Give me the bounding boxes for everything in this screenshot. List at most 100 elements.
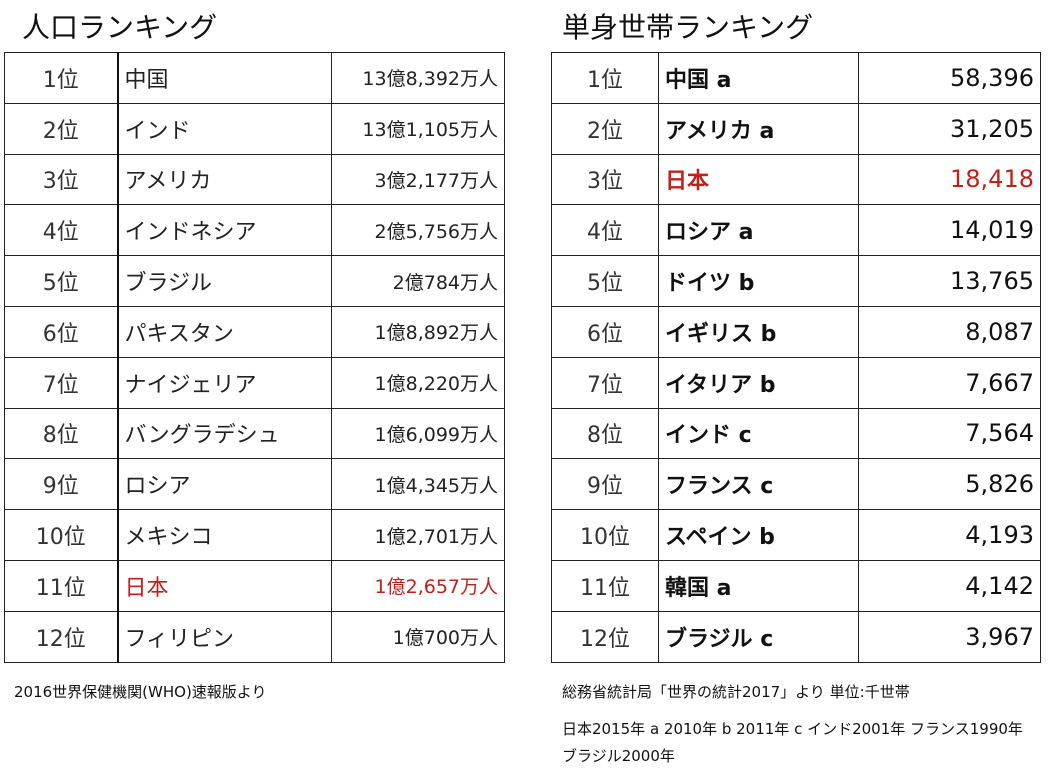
value-cell: 2億784万人 [331,255,505,307]
value-cell: 4,142 [858,559,1041,612]
table-row: 1位 中国 13億8,392万人 [4,52,505,104]
table-row: 3位 アメリカ 3億2,177万人 [4,153,505,206]
rank-cell: 1位 [551,52,659,104]
rank-cell: 2位 [551,102,659,155]
value-cell: 1億4,345万人 [331,458,505,511]
country-cell: バングラデシュ [117,407,332,460]
value-cell: 14,019 [858,204,1041,257]
value-cell: 1億2,701万人 [331,509,505,561]
rank-cell: 12位 [551,610,659,663]
table-row: 4位 ロシア a 14,019 [551,204,1041,257]
country-cell: イギリス b [658,305,859,358]
value-cell: 58,396 [858,52,1041,104]
value-cell: 13,765 [858,255,1041,307]
country-cell: ロシア a [658,204,859,257]
country-cell: フランス c [658,458,859,511]
country-cell: 中国 [117,52,332,104]
table-row: 12位 ブラジル c 3,967 [551,610,1041,663]
table-row: 10位 スペイン b 4,193 [551,509,1041,561]
country-cell: ドイツ b [658,255,859,307]
value-cell: 2億5,756万人 [331,204,505,257]
rank-cell: 2位 [4,102,119,155]
table-row: 11位 韓国 a 4,142 [551,559,1041,612]
households-note: 日本2015年 a 2010年 b 2011年 c インド2001年 フランス1… [562,720,1023,765]
rank-cell: 4位 [4,204,119,257]
table-row: 2位 アメリカ a 31,205 [551,102,1041,155]
single-households-table: 1位 中国 a 58,396 2位 アメリカ a 31,205 3位 日本 18,418 4位 ロシ… [551,52,1041,663]
value-cell: 13億1,105万人 [331,102,505,155]
rank-cell: 10位 [4,509,119,561]
rank-cell: 9位 [4,458,119,511]
table-row: 2位 インド 13億1,105万人 [4,102,505,155]
table-row: 12位 フィリピン 1億700万人 [4,610,505,663]
rank-cell: 7位 [551,356,659,409]
country-cell: 日本 [658,153,859,206]
country-cell: インド c [658,407,859,460]
value-cell: 1億8,892万人 [331,305,505,358]
value-cell: 1億2,657万人 [331,559,505,612]
value-cell: 1億8,220万人 [331,356,505,409]
value-cell: 31,205 [858,102,1041,155]
rank-cell: 5位 [551,255,659,307]
rank-cell: 12位 [4,610,119,663]
rank-cell: 10位 [551,509,659,561]
country-cell: ロシア [117,458,332,511]
table-row: 5位 ブラジル 2億784万人 [4,255,505,307]
country-cell: パキスタン [117,305,332,358]
country-cell: イタリア b [658,356,859,409]
rank-cell: 8位 [4,407,119,460]
rank-cell: 7位 [4,356,119,409]
table-row: 3位 日本 18,418 [551,153,1041,206]
table-row: 6位 パキスタン 1億8,892万人 [4,305,505,358]
value-cell: 4,193 [858,509,1041,561]
country-cell: インドネシア [117,204,332,257]
country-cell: アメリカ [117,153,332,206]
country-cell: インド [117,102,332,155]
table-row: 9位 ロシア 1億4,345万人 [4,458,505,511]
population-source: 2016世界保健機関(WHO)速報版より [14,683,267,701]
value-cell: 13億8,392万人 [331,52,505,104]
rank-cell: 5位 [4,255,119,307]
table-row: 11位 日本 1億2,657万人 [4,559,505,612]
table-row: 8位 インド c 7,564 [551,407,1041,460]
rank-cell: 3位 [4,153,119,206]
country-cell: 中国 a [658,52,859,104]
country-cell: アメリカ a [658,102,859,155]
rank-cell: 9位 [551,458,659,511]
table-row: 9位 フランス c 5,826 [551,458,1041,511]
households-source: 総務省統計局「世界の統計2017」より 単位:千世帯 [562,683,910,701]
rank-cell: 8位 [551,407,659,460]
population-title: 人口ランキング [22,11,218,44]
value-cell: 18,418 [858,153,1041,206]
value-cell: 5,826 [858,458,1041,511]
table-row: 10位 メキシコ 1億2,701万人 [4,509,505,561]
rank-cell: 6位 [4,305,119,358]
value-cell: 3億2,177万人 [331,153,505,206]
table-row: 5位 ドイツ b 13,765 [551,255,1041,307]
rank-cell: 4位 [551,204,659,257]
value-cell: 7,564 [858,407,1041,460]
table-row: 8位 バングラデシュ 1億6,099万人 [4,407,505,460]
country-cell: フィリピン [117,610,332,663]
table-row: 4位 インドネシア 2億5,756万人 [4,204,505,257]
rank-cell: 11位 [4,559,119,612]
country-cell: 韓国 a [658,559,859,612]
country-cell: メキシコ [117,509,332,561]
table-row: 6位 イギリス b 8,087 [551,305,1041,358]
value-cell: 1億700万人 [331,610,505,663]
single-households-title: 単身世帯ランキング [562,11,814,44]
rank-cell: 11位 [551,559,659,612]
value-cell: 7,667 [858,356,1041,409]
table-row: 7位 ナイジェリア 1億8,220万人 [4,356,505,409]
population-table: 1位 中国 13億8,392万人 2位 インド 13億1,105万人 3位 アメリカ 3億2,1… [4,52,505,663]
rank-cell: 1位 [4,52,119,104]
country-cell: ブラジル c [658,610,859,663]
table-row: 1位 中国 a 58,396 [551,52,1041,104]
rank-cell: 3位 [551,153,659,206]
value-cell: 8,087 [858,305,1041,358]
value-cell: 3,967 [858,610,1041,663]
country-cell: スペイン b [658,509,859,561]
value-cell: 1億6,099万人 [331,407,505,460]
country-cell: ブラジル [117,255,332,307]
table-row: 7位 イタリア b 7,667 [551,356,1041,409]
